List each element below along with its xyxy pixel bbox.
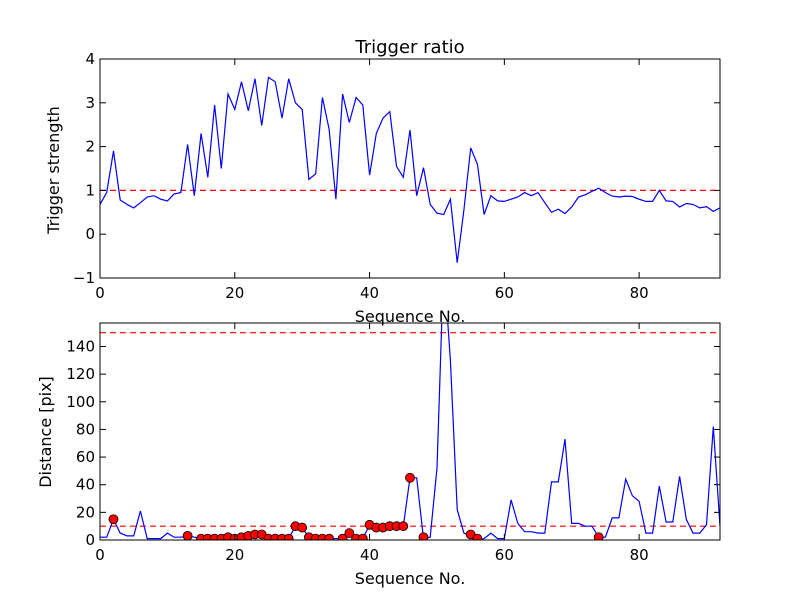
data-point-marker — [108, 514, 119, 525]
y-tick-label: 0 — [85, 225, 95, 243]
data-point-marker — [283, 533, 294, 540]
x-tick-label: 60 — [495, 546, 514, 564]
x-tick-label: 60 — [495, 284, 514, 302]
y-tick-label: 40 — [76, 476, 95, 494]
y-tick-label: 4 — [85, 50, 95, 68]
x-tick-label: 20 — [225, 284, 244, 302]
data-point-marker — [398, 521, 409, 532]
plot-area — [100, 76, 720, 263]
y-tick-label: 20 — [76, 503, 95, 521]
plot-frame — [99, 322, 721, 541]
x-tick-label: 80 — [630, 284, 649, 302]
x-tick-label: 40 — [360, 284, 379, 302]
x-tick-label: 0 — [95, 546, 105, 564]
x-tick-label: 40 — [360, 546, 379, 564]
y-tick-label: 2 — [85, 138, 95, 156]
y-tick-label: −1 — [73, 269, 95, 287]
data-point-marker — [344, 528, 355, 538]
x-tick-label: 20 — [225, 546, 244, 564]
data-point-marker — [297, 522, 308, 533]
x-axis-label: Sequence No. — [355, 307, 466, 326]
distance-chart: 0 20 40 60 80 0 20 40 60 80 100 120 140 Sequence No.… — [36, 322, 721, 588]
y-tick-label: 0 — [85, 531, 95, 549]
plot-area — [100, 323, 720, 540]
data-point-marker — [324, 533, 335, 540]
data-point-marker — [472, 533, 483, 540]
y-tick-label: 80 — [76, 420, 95, 438]
x-tick-label: 0 — [95, 284, 105, 302]
data-point-marker — [357, 533, 368, 540]
y-tick-label: 1 — [85, 181, 95, 199]
y-tick-label: 3 — [85, 94, 95, 112]
series-line — [100, 323, 720, 540]
y-axis-label: Distance [pix] — [36, 376, 55, 488]
chart-title: Trigger ratio — [354, 37, 464, 58]
y-tick-label: 100 — [66, 393, 95, 411]
series-line — [100, 76, 720, 263]
plot-frame — [99, 58, 721, 279]
data-point-marker — [593, 532, 604, 540]
y-axis-label: Trigger strength — [44, 106, 63, 235]
data-point-marker — [405, 472, 415, 483]
y-tick-label: 60 — [76, 448, 95, 466]
y-tick-label: 120 — [66, 365, 95, 383]
y-tick-label: 140 — [66, 337, 95, 355]
data-point-marker — [337, 533, 348, 540]
x-axis-label: Sequence No. — [355, 569, 466, 588]
data-point-marker — [182, 530, 193, 540]
x-tick-label: 80 — [630, 546, 649, 564]
data-point-marker — [418, 532, 429, 540]
